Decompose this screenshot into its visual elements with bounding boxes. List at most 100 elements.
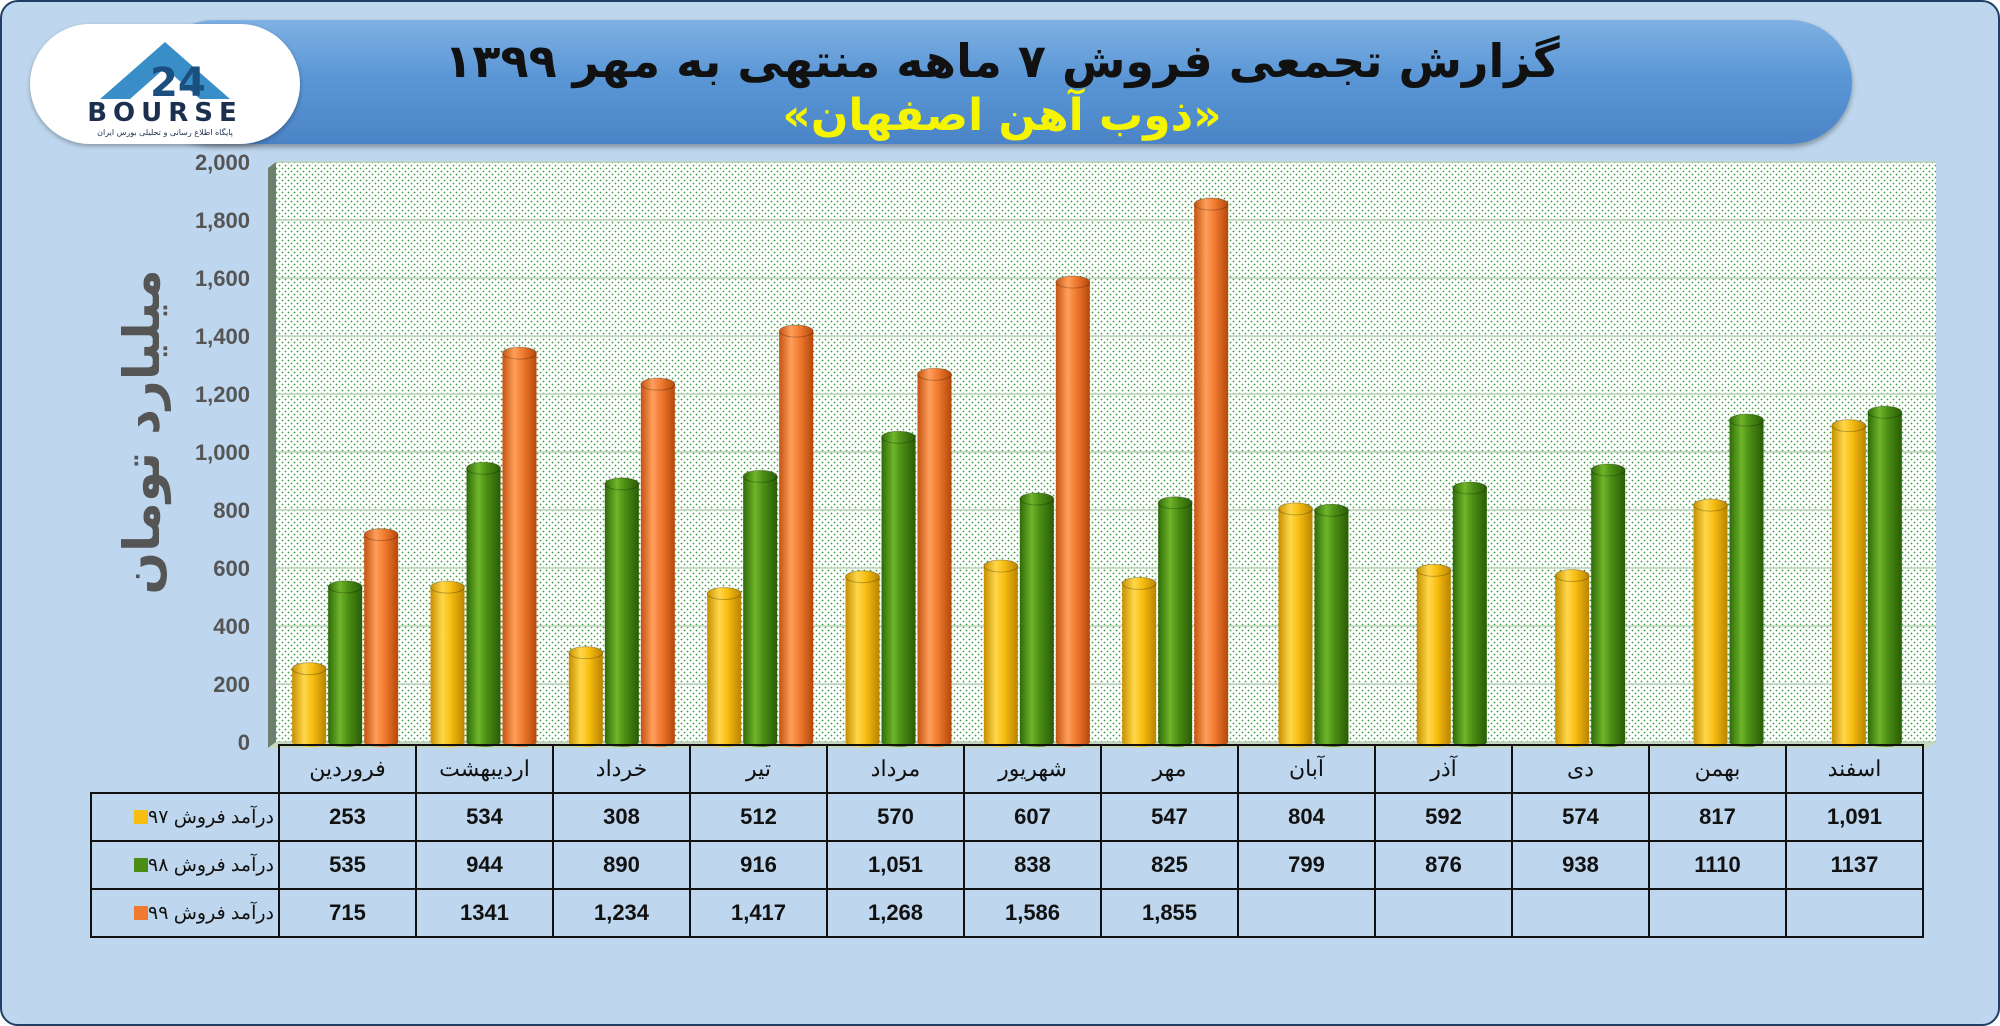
data-label: 825 <box>1100 840 1239 890</box>
data-label: 592 <box>1374 792 1513 842</box>
legend-entry: درآمد فروش ۹۷ <box>90 792 280 842</box>
bar-cap-series-1 <box>881 430 916 444</box>
bourse-logo: 24 BOURSE پایگاه اطلاع رسانی و تحلیلی بو… <box>30 24 300 144</box>
y-tick-label: 1,600 <box>195 266 250 291</box>
data-label: 607 <box>963 792 1102 842</box>
data-label <box>1374 888 1513 938</box>
bar-cap-series-0 <box>845 570 880 584</box>
month-header: آذر <box>1374 744 1513 794</box>
legend-swatch <box>134 906 149 921</box>
data-label: 938 <box>1511 840 1650 890</box>
data-label: 890 <box>552 840 691 890</box>
month-header: خرداد <box>552 744 691 794</box>
y-tick-label: 1,400 <box>195 324 250 349</box>
month-header: آبان <box>1237 744 1376 794</box>
legend-label: درآمد فروش ۹۹ <box>148 902 274 924</box>
bar-series-0 <box>1122 583 1157 742</box>
bar-series-0 <box>983 565 1018 742</box>
data-label: 512 <box>689 792 828 842</box>
legend-label: درآمد فروش ۹۷ <box>148 806 274 828</box>
data-label: 876 <box>1374 840 1513 890</box>
bar-cap-series-1 <box>742 469 778 483</box>
bar-series-2 <box>1055 282 1090 742</box>
title-banner: گزارش تجمعی فروش ۷ ماهه منتهی به مهر ۱۳۹… <box>152 20 1852 144</box>
data-label: 817 <box>1648 792 1787 842</box>
data-label: 1,234 <box>552 888 691 938</box>
bar-series-0 <box>1416 570 1451 742</box>
y-tick-label: 200 <box>213 672 250 697</box>
y-tick-label: 400 <box>213 614 250 639</box>
y-tick-label: 1,000 <box>195 440 250 465</box>
bar-series-1 <box>743 476 778 742</box>
bar-cap-series-0 <box>983 559 1019 573</box>
month-header: تیر <box>689 744 828 794</box>
legend-swatch <box>134 858 149 873</box>
bar-series-2 <box>917 374 952 742</box>
month-header: شهریور <box>963 744 1102 794</box>
bar-series-1 <box>604 483 639 742</box>
bar-cap-series-2 <box>1193 197 1229 211</box>
month-header: دی <box>1511 744 1650 794</box>
logo-subtitle: پایگاه اطلاع رسانی و تحلیلی بورس ایران <box>97 128 233 137</box>
bar-cap-series-0 <box>291 662 327 676</box>
bar-series-0 <box>1278 508 1313 742</box>
bar-cap-series-0 <box>1693 498 1728 512</box>
bar-series-0 <box>568 652 603 742</box>
data-label: 1,091 <box>1785 792 1924 842</box>
table-corner <box>91 745 279 793</box>
bar-cap-series-1 <box>1314 503 1349 517</box>
bar-cap-series-1 <box>1867 405 1903 419</box>
bar-series-2 <box>640 384 675 742</box>
data-label: 799 <box>1237 840 1376 890</box>
chart-subtitle: «ذوب آهن اصفهان» <box>782 90 1222 141</box>
legend-label: درآمد فروش ۹۸ <box>148 854 274 876</box>
y-tick-label: 0 <box>238 730 250 755</box>
bar-series-0 <box>1555 575 1590 742</box>
month-header: مرداد <box>826 744 965 794</box>
legend-swatch <box>134 810 149 825</box>
bar-series-2 <box>1194 204 1229 743</box>
bar-cap-series-0 <box>1278 502 1313 516</box>
data-label: 547 <box>1100 792 1239 842</box>
y-tick-label: 1,800 <box>195 208 250 233</box>
y-tick-label: 2,000 <box>195 150 250 175</box>
bar-series-2 <box>502 353 537 742</box>
bar-series-1 <box>1729 420 1764 742</box>
data-table: فروردین اردیبهشت خرداد تیر مرداد شهریور مهر آبا… <box>90 744 1924 938</box>
month-header: اسفند <box>1785 744 1924 794</box>
month-header: فروردین <box>278 744 417 794</box>
data-label: 1,268 <box>826 888 965 938</box>
data-label: 838 <box>963 840 1102 890</box>
month-header: بهمن <box>1648 744 1787 794</box>
bar-series-0 <box>1831 425 1866 742</box>
month-header: اردیبهشت <box>415 744 554 794</box>
logo-wordmark: BOURSE <box>87 98 243 128</box>
data-label: 574 <box>1511 792 1650 842</box>
bar-cap-series-0 <box>568 646 604 660</box>
bar-cap-series-1 <box>1590 463 1626 477</box>
data-label: 916 <box>689 840 828 890</box>
bar-series-1 <box>1158 502 1193 742</box>
bar-series-1 <box>466 468 501 742</box>
data-label: 1341 <box>415 888 554 938</box>
data-label: 1,855 <box>1100 888 1239 938</box>
bar-cap-series-2 <box>363 528 399 542</box>
data-label: 944 <box>415 840 554 890</box>
svg-text:24: 24 <box>150 60 206 104</box>
bar-series-0 <box>430 587 465 742</box>
data-label <box>1785 888 1924 938</box>
bar-cap-series-2 <box>640 377 676 391</box>
bar-cap-series-1 <box>604 477 640 491</box>
y-tick-label: 1,200 <box>195 382 250 407</box>
bar-cap-series-2 <box>1055 275 1091 289</box>
table-row: درآمد فروش ۹۷ 253 534 308 512 570 607 547 804 592… <box>90 792 1924 842</box>
data-label: 308 <box>552 792 691 842</box>
bar-cap-series-1 <box>466 461 501 475</box>
legend-entry: درآمد فروش ۹۸ <box>90 840 280 890</box>
bar-cap-series-0 <box>1554 569 1590 583</box>
bar-series-1 <box>1314 510 1349 742</box>
bar-series-0 <box>1693 505 1728 742</box>
data-label: 253 <box>278 792 417 842</box>
bar-cap-series-0 <box>1831 419 1867 433</box>
